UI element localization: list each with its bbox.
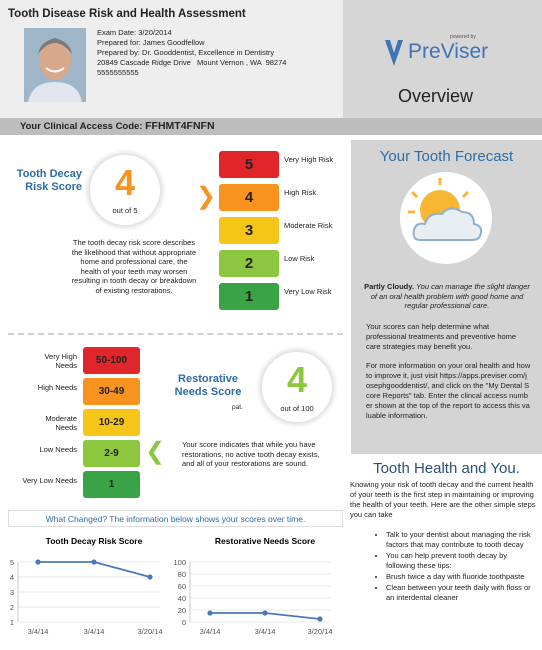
risk-label: Low Risk (284, 254, 334, 263)
data-point (91, 559, 96, 564)
data-point (35, 559, 40, 564)
risk-level: 2 (219, 250, 279, 277)
restorative-unit: pat. (232, 404, 243, 411)
report-page: Tooth Disease Risk and Health Assessment… (0, 0, 542, 650)
bullet: Brush twice a day with fluoride toothpas… (386, 572, 536, 582)
y-tick-label: 40 (178, 594, 186, 603)
needs-label: Very High Needs (22, 352, 77, 370)
weather-icon (398, 170, 494, 266)
access-code-bar: Your Clinical Access Code: FFHMT4FNFN (0, 118, 542, 135)
needs-level: 30-49 (83, 378, 140, 405)
risk-level: 4 (219, 184, 279, 211)
x-tick-label: 3/20/14 (137, 627, 162, 636)
condition: Partly Cloudy. (364, 282, 414, 291)
forecast-title: Your Tooth Forecast (351, 148, 542, 165)
exam-date: Exam Date: 3/20/2014 (97, 28, 286, 38)
health-intro: Knowing your risk of tooth decay and the… (350, 480, 536, 520)
logo-mark (385, 40, 403, 66)
bullet: Clean between your teeth daily with flos… (386, 583, 536, 603)
forecast-text: Your scores can help determine what prof… (366, 322, 531, 421)
needs-pointer: ❮ (145, 437, 165, 466)
logo-text: PreViser (408, 40, 488, 64)
risk-label: High Risk (284, 188, 334, 197)
y-tick-label: 4 (10, 573, 14, 582)
y-tick-label: 100 (173, 558, 186, 567)
data-point (147, 574, 152, 579)
y-tick-label: 3 (10, 588, 14, 597)
bullet: Talk to your dentist about managing the … (386, 530, 536, 550)
address: 20849 Cascade Ridge Drive Mount Vernon ,… (97, 58, 286, 68)
needs-level: 50-100 (83, 347, 140, 374)
x-tick-label: 3/4/14 (255, 627, 276, 636)
prepared-for: Prepared for: James Goodfellow (97, 38, 286, 48)
data-point (207, 610, 212, 615)
y-tick-label: 20 (178, 606, 186, 615)
y-tick-label: 80 (178, 570, 186, 579)
data-point (262, 610, 267, 615)
health-list: Talk to your dentist about managing the … (372, 530, 536, 603)
risk-pointer: ❯ (196, 182, 216, 211)
risk-level: 1 (219, 283, 279, 310)
phone: 5555555555 (97, 68, 286, 78)
y-tick-label: 5 (10, 558, 14, 567)
decay-title: Tooth Decay Risk Score (14, 168, 82, 194)
decay-description: The tooth decay risk score describes the… (70, 238, 198, 295)
restorative-title: Restorative Needs Score (168, 373, 248, 399)
y-tick-label: 0 (182, 618, 186, 627)
report-title: Tooth Disease Risk and Health Assessment (8, 8, 246, 20)
needs-label: Very Low Needs (22, 476, 77, 485)
chart-title: Restorative Needs Score (215, 536, 315, 546)
paragraph: Your scores can help determine what prof… (366, 322, 531, 352)
access-code-label: Your Clinical Access Code: (20, 121, 142, 132)
y-tick-label: 2 (10, 603, 14, 612)
needs-level: 2-9 (83, 440, 140, 467)
x-tick-label: 3/4/14 (84, 627, 105, 636)
data-point (317, 616, 322, 621)
health-title: Tooth Health and You. (351, 460, 542, 477)
y-tick-label: 60 (178, 582, 186, 591)
risk-label: Very Low Risk (284, 287, 334, 296)
y-tick-label: 1 (10, 618, 14, 627)
overview-title: Overview (398, 86, 473, 107)
risk-level: 3 (219, 217, 279, 244)
needs-label: Low Needs (22, 445, 77, 454)
health-text: Knowing your risk of tooth decay and the… (350, 480, 536, 604)
bullet: You can help prevent tooth decay by foll… (386, 551, 536, 571)
divider (8, 333, 343, 335)
prepared-by: Prepared by: Dr. Gooddentist, Excellence… (97, 48, 286, 58)
needs-label: High Needs (22, 383, 77, 392)
needs-label: Moderate Needs (22, 414, 77, 432)
risk-level: 5 (219, 151, 279, 178)
x-tick-label: 3/4/14 (28, 627, 49, 636)
chart-title: Tooth Decay Risk Score (46, 536, 143, 546)
decay-score: 4 (90, 162, 160, 204)
needs-level: 1 (83, 471, 140, 498)
patient-info: Exam Date: 3/20/2014 Prepared for: James… (97, 28, 286, 78)
restorative-description: Your score indicates that while you have… (182, 440, 322, 469)
access-code: FFHMT4FNFN (145, 120, 214, 132)
changes-heading: What Changed? The information below show… (8, 510, 343, 527)
x-tick-label: 3/4/14 (200, 627, 221, 636)
risk-label: Very High Risk (284, 155, 334, 164)
restorative-score: 4 (262, 359, 332, 401)
paragraph: For more information on your oral health… (366, 361, 531, 421)
risk-label: Moderate Risk (284, 221, 334, 230)
restorative-out-of: out of 100 (262, 404, 332, 413)
x-tick-label: 3/20/14 (307, 627, 332, 636)
needs-level: 10-29 (83, 409, 140, 436)
history-charts: Tooth Decay Risk Score 1 2 3 4 5 3/4/14 3/4/14 3… (0, 532, 345, 644)
forecast-condition: Partly Cloudy. You can manage the slight… (362, 282, 532, 311)
patient-photo (24, 28, 86, 102)
decay-out-of: out of 5 (90, 206, 160, 215)
